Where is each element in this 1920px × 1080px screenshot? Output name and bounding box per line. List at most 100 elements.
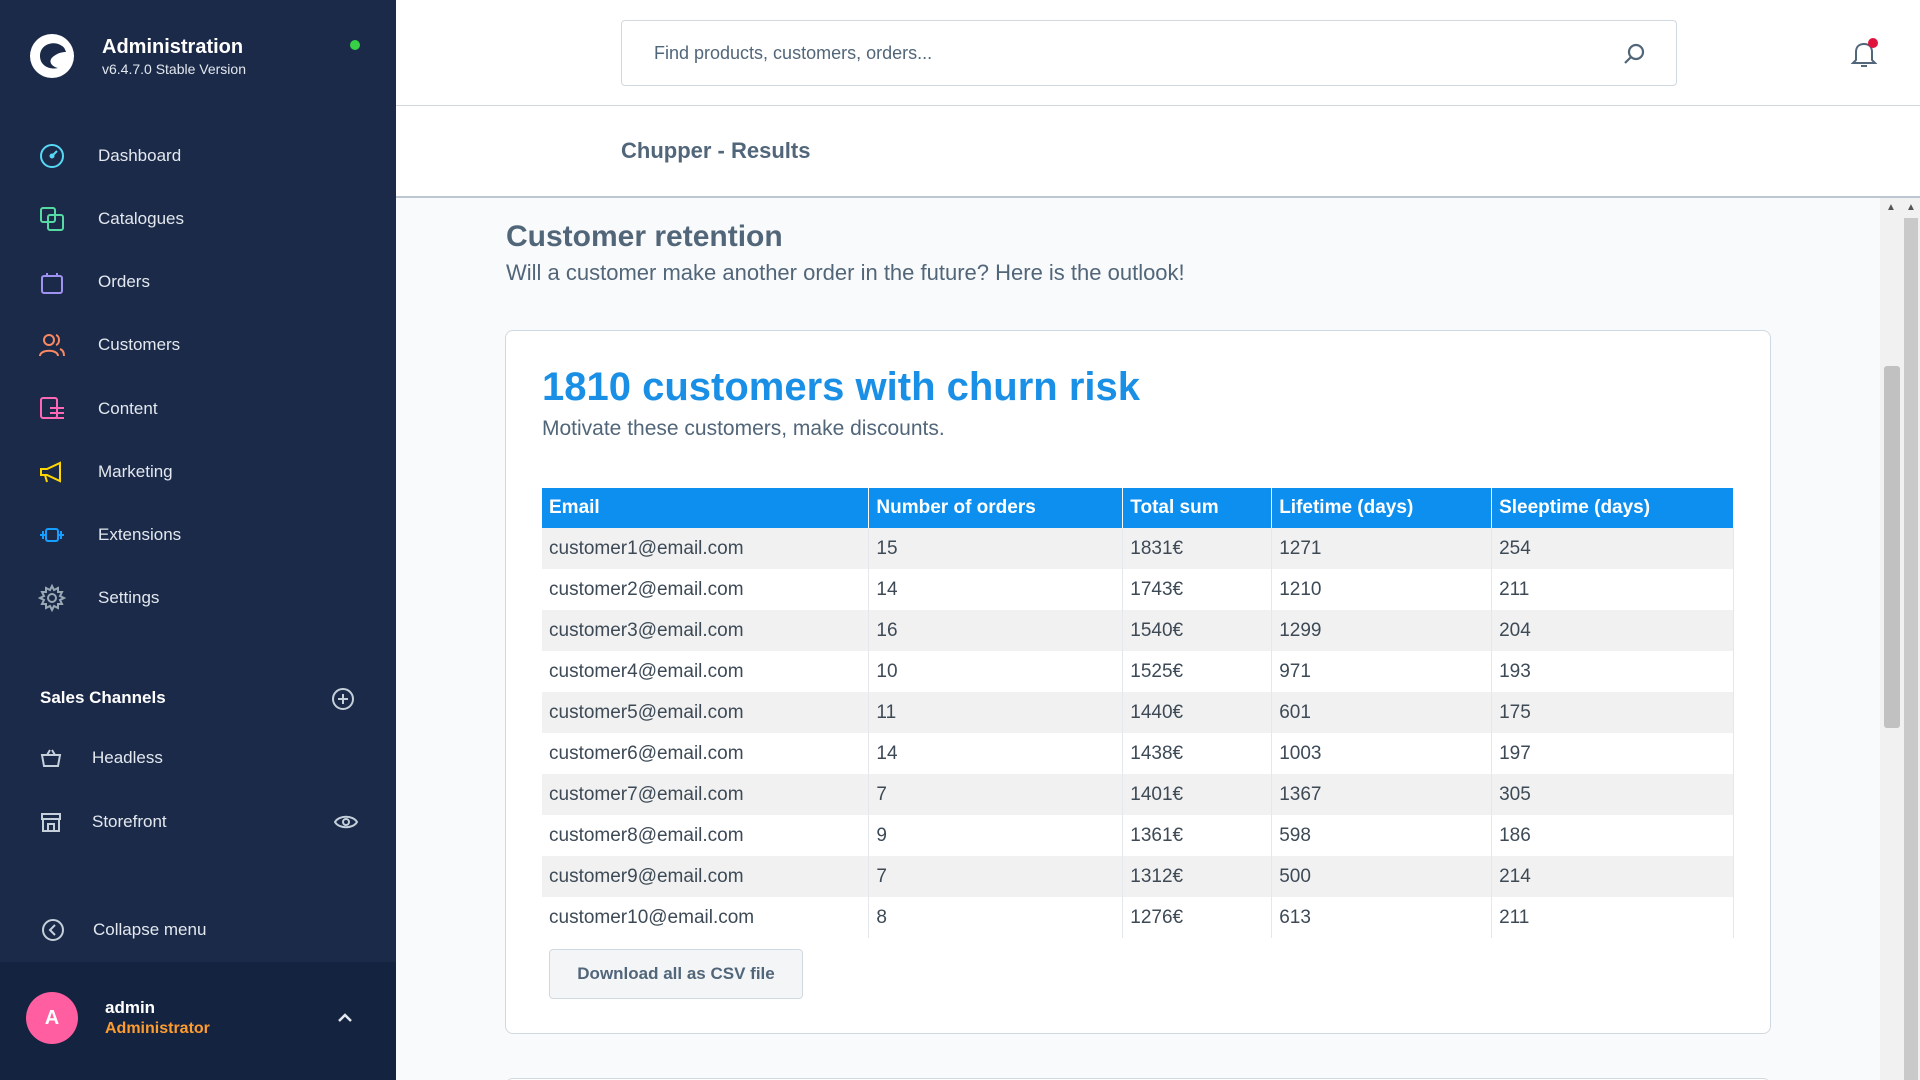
nav-label: Customers <box>98 335 181 354</box>
cell-total: 1276€ <box>1122 897 1273 938</box>
nav-item-catalogues[interactable]: Catalogues <box>0 193 396 245</box>
cell-orders: 9 <box>868 815 1124 856</box>
main-content: Customer retention Will a customer make … <box>396 198 1880 1080</box>
add-sales-channel-icon[interactable] <box>330 686 356 712</box>
cell-sleeptime: 193 <box>1491 651 1734 692</box>
notification-badge <box>1868 38 1878 48</box>
cell-email: customer10@email.com <box>542 897 870 938</box>
search-icon[interactable] <box>1622 42 1646 66</box>
page-title: Chupper - Results <box>621 138 811 163</box>
cell-orders: 15 <box>868 528 1124 569</box>
cell-orders: 11 <box>868 692 1124 733</box>
avatar: A <box>26 992 78 1044</box>
scrollbar-track[interactable] <box>1904 218 1918 1080</box>
cell-sleeptime: 197 <box>1491 733 1734 774</box>
content-icon <box>38 395 66 423</box>
marketing-icon <box>38 458 66 486</box>
cell-sleeptime: 305 <box>1491 774 1734 815</box>
cell-lifetime: 971 <box>1271 651 1493 692</box>
shopware-logo-icon <box>30 34 74 78</box>
table-row: customer7@email.com 7 1401€ 1367 305 <box>542 774 1734 815</box>
extensions-icon <box>38 521 66 549</box>
nav-item-customers[interactable]: Customers <box>0 319 396 371</box>
churn-risk-title: 1810 customers with churn risk <box>542 365 1141 409</box>
cell-total: 1743€ <box>1122 569 1273 610</box>
sales-channel-label: Storefront <box>92 812 167 831</box>
sales-channel-headless[interactable]: Headless <box>0 736 396 780</box>
cell-lifetime: 613 <box>1271 897 1493 938</box>
cell-orders: 7 <box>868 856 1124 897</box>
cell-sleeptime: 211 <box>1491 569 1734 610</box>
sidebar: Administration v6.4.7.0 Stable Version D… <box>0 0 396 1080</box>
nav-item-dashboard[interactable]: Dashboard <box>0 130 396 182</box>
next-card-edge <box>505 1078 1771 1080</box>
basket-icon <box>38 745 64 771</box>
user-name: admin <box>105 998 156 1017</box>
notification-bell-icon[interactable] <box>1848 38 1880 70</box>
scrollbar-thumb[interactable] <box>1884 366 1900 728</box>
search-input[interactable] <box>654 21 1604 85</box>
column-header: Total sum <box>1122 488 1273 528</box>
cell-email: customer4@email.com <box>542 651 870 692</box>
sales-channel-storefront[interactable]: Storefront <box>0 800 396 844</box>
collapse-menu-button[interactable]: Collapse menu <box>0 908 396 952</box>
cell-lifetime: 598 <box>1271 815 1493 856</box>
cell-total: 1525€ <box>1122 651 1273 692</box>
global-search <box>621 20 1677 86</box>
scroll-up-arrow-icon[interactable]: ▲ <box>1906 202 1916 213</box>
cell-orders: 14 <box>868 733 1124 774</box>
chevron-left-circle-icon <box>42 919 64 941</box>
column-header: Sleeptime (days) <box>1491 488 1734 528</box>
cell-orders: 7 <box>868 774 1124 815</box>
table-row: customer6@email.com 14 1438€ 1003 197 <box>542 733 1734 774</box>
chevron-up-icon[interactable] <box>333 1006 357 1030</box>
nav-item-content[interactable]: Content <box>0 383 396 435</box>
eye-icon[interactable] <box>333 809 359 835</box>
nav-item-extensions[interactable]: Extensions <box>0 509 396 561</box>
churn-risk-subtitle: Motivate these customers, make discounts… <box>542 417 945 440</box>
user-menu[interactable]: A admin Administrator <box>0 962 396 1080</box>
table-row: customer9@email.com 7 1312€ 500 214 <box>542 856 1734 897</box>
cell-email: customer6@email.com <box>542 733 870 774</box>
nav-label: Settings <box>98 588 160 607</box>
cell-lifetime: 1003 <box>1271 733 1493 774</box>
table-row: customer4@email.com 10 1525€ 971 193 <box>542 651 1734 692</box>
nav-item-marketing[interactable]: Marketing <box>0 446 396 498</box>
cell-orders: 14 <box>868 569 1124 610</box>
nav-item-settings[interactable]: Settings <box>0 572 396 624</box>
collapse-menu-label: Collapse menu <box>93 920 207 939</box>
cell-lifetime: 1210 <box>1271 569 1493 610</box>
nav-label: Extensions <box>98 525 182 544</box>
nav-label: Catalogues <box>98 209 185 228</box>
brand[interactable]: Administration v6.4.7.0 Stable Version <box>28 30 246 82</box>
table-row: customer2@email.com 14 1743€ 1210 211 <box>542 569 1734 610</box>
table-row: customer5@email.com 11 1440€ 601 175 <box>542 692 1734 733</box>
scroll-up-arrow-icon[interactable]: ▲ <box>1886 202 1896 213</box>
nav-item-orders[interactable]: Orders <box>0 256 396 308</box>
table-row: customer10@email.com 8 1276€ 613 211 <box>542 897 1734 938</box>
cell-email: customer7@email.com <box>542 774 870 815</box>
cell-lifetime: 1367 <box>1271 774 1493 815</box>
cell-email: customer8@email.com <box>542 815 870 856</box>
table-row: customer1@email.com 15 1831€ 1271 254 <box>542 528 1734 569</box>
page-header: Chupper - Results <box>396 106 1920 198</box>
retention-subheading: Will a customer make another order in th… <box>506 260 1185 285</box>
cell-lifetime: 500 <box>1271 856 1493 897</box>
cell-total: 1440€ <box>1122 692 1273 733</box>
settings-icon <box>38 584 66 612</box>
cell-total: 1540€ <box>1122 610 1273 651</box>
cell-total: 1831€ <box>1122 528 1273 569</box>
customers-icon <box>38 331 66 359</box>
table-row: customer3@email.com 16 1540€ 1299 204 <box>542 610 1734 651</box>
column-header: Email <box>542 488 870 528</box>
cell-email: customer1@email.com <box>542 528 870 569</box>
download-csv-button[interactable]: Download all as CSV file <box>549 949 803 999</box>
cell-email: customer3@email.com <box>542 610 870 651</box>
column-header: Lifetime (days) <box>1271 488 1493 528</box>
nav-label: Orders <box>98 272 150 291</box>
top-bar <box>396 0 1920 106</box>
sales-channels-title: Sales Channels <box>40 688 166 707</box>
cell-sleeptime: 211 <box>1491 897 1734 938</box>
sales-channel-label: Headless <box>92 748 163 767</box>
churn-risk-card: 1810 customers with churn risk Motivate … <box>505 330 1771 1034</box>
